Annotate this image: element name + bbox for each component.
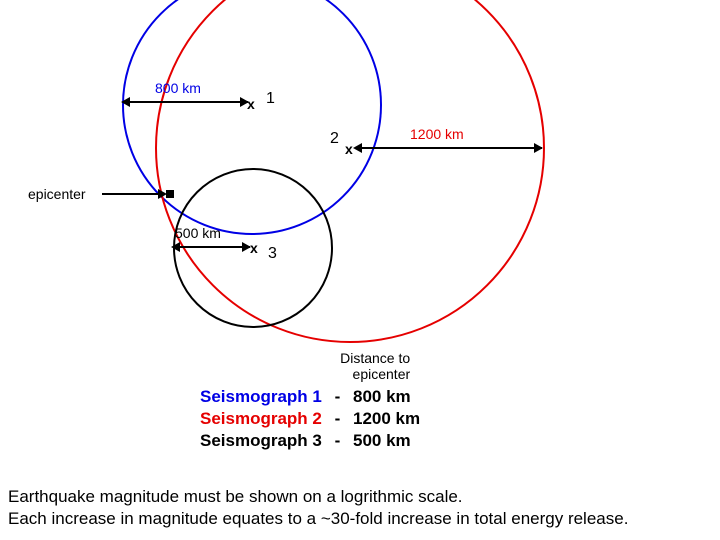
arrow-800km-head-left bbox=[121, 97, 130, 107]
caption-line2: Each increase in magnitude equates to a … bbox=[8, 509, 628, 528]
marker-station-1-label: 1 bbox=[266, 90, 275, 108]
label-500km: 500 km bbox=[175, 225, 221, 241]
arrow-1200km bbox=[355, 147, 542, 149]
legend-row-1: Seismograph 1 - 800 km bbox=[200, 386, 420, 408]
legend-name-1: Seismograph 1 bbox=[200, 386, 322, 408]
arrow-800km bbox=[123, 101, 248, 103]
arrow-1200km-head-left bbox=[353, 143, 362, 153]
arrow-500km bbox=[173, 246, 250, 248]
legend-dist-1: 800 km bbox=[353, 386, 411, 408]
legend-name-2: Seismograph 2 bbox=[200, 408, 322, 430]
marker-station-3: x bbox=[250, 240, 258, 256]
arrow-500km-head-left bbox=[171, 242, 180, 252]
label-800km: 800 km bbox=[155, 80, 201, 96]
caption-line1: Earthquake magnitude must be shown on a … bbox=[8, 487, 463, 506]
legend-dash-2: - bbox=[335, 408, 341, 430]
legend: Distance to epicenter Seismograph 1 - 80… bbox=[200, 350, 420, 452]
legend-name-3: Seismograph 3 bbox=[200, 430, 322, 452]
legend-dist-2: 1200 km bbox=[353, 408, 420, 430]
label-epicenter: epicenter bbox=[28, 186, 86, 202]
legend-dash-1: - bbox=[335, 386, 341, 408]
legend-row-2: Seismograph 2 - 1200 km bbox=[200, 408, 420, 430]
legend-header-line2: epicenter bbox=[353, 366, 411, 382]
marker-station-2-label: 2 bbox=[330, 130, 339, 148]
arrow-1200km-head-right bbox=[534, 143, 543, 153]
legend-header-line1: Distance to bbox=[340, 350, 410, 366]
legend-header: Distance to epicenter bbox=[200, 350, 420, 382]
marker-station-3-label: 3 bbox=[268, 245, 277, 263]
legend-dash-3: - bbox=[335, 430, 341, 452]
marker-station-1: x bbox=[247, 96, 255, 112]
marker-epicenter bbox=[166, 190, 174, 198]
arrow-epicenter-pointer bbox=[102, 193, 162, 195]
legend-dist-3: 500 km bbox=[353, 430, 411, 452]
marker-station-2: x bbox=[345, 141, 353, 157]
caption: Earthquake magnitude must be shown on a … bbox=[8, 486, 708, 530]
label-1200km: 1200 km bbox=[410, 126, 464, 142]
legend-row-3: Seismograph 3 - 500 km bbox=[200, 430, 420, 452]
triangulation-diagram: 800 km 1200 km 500 km epicenter x 1 x 2 … bbox=[0, 0, 720, 350]
